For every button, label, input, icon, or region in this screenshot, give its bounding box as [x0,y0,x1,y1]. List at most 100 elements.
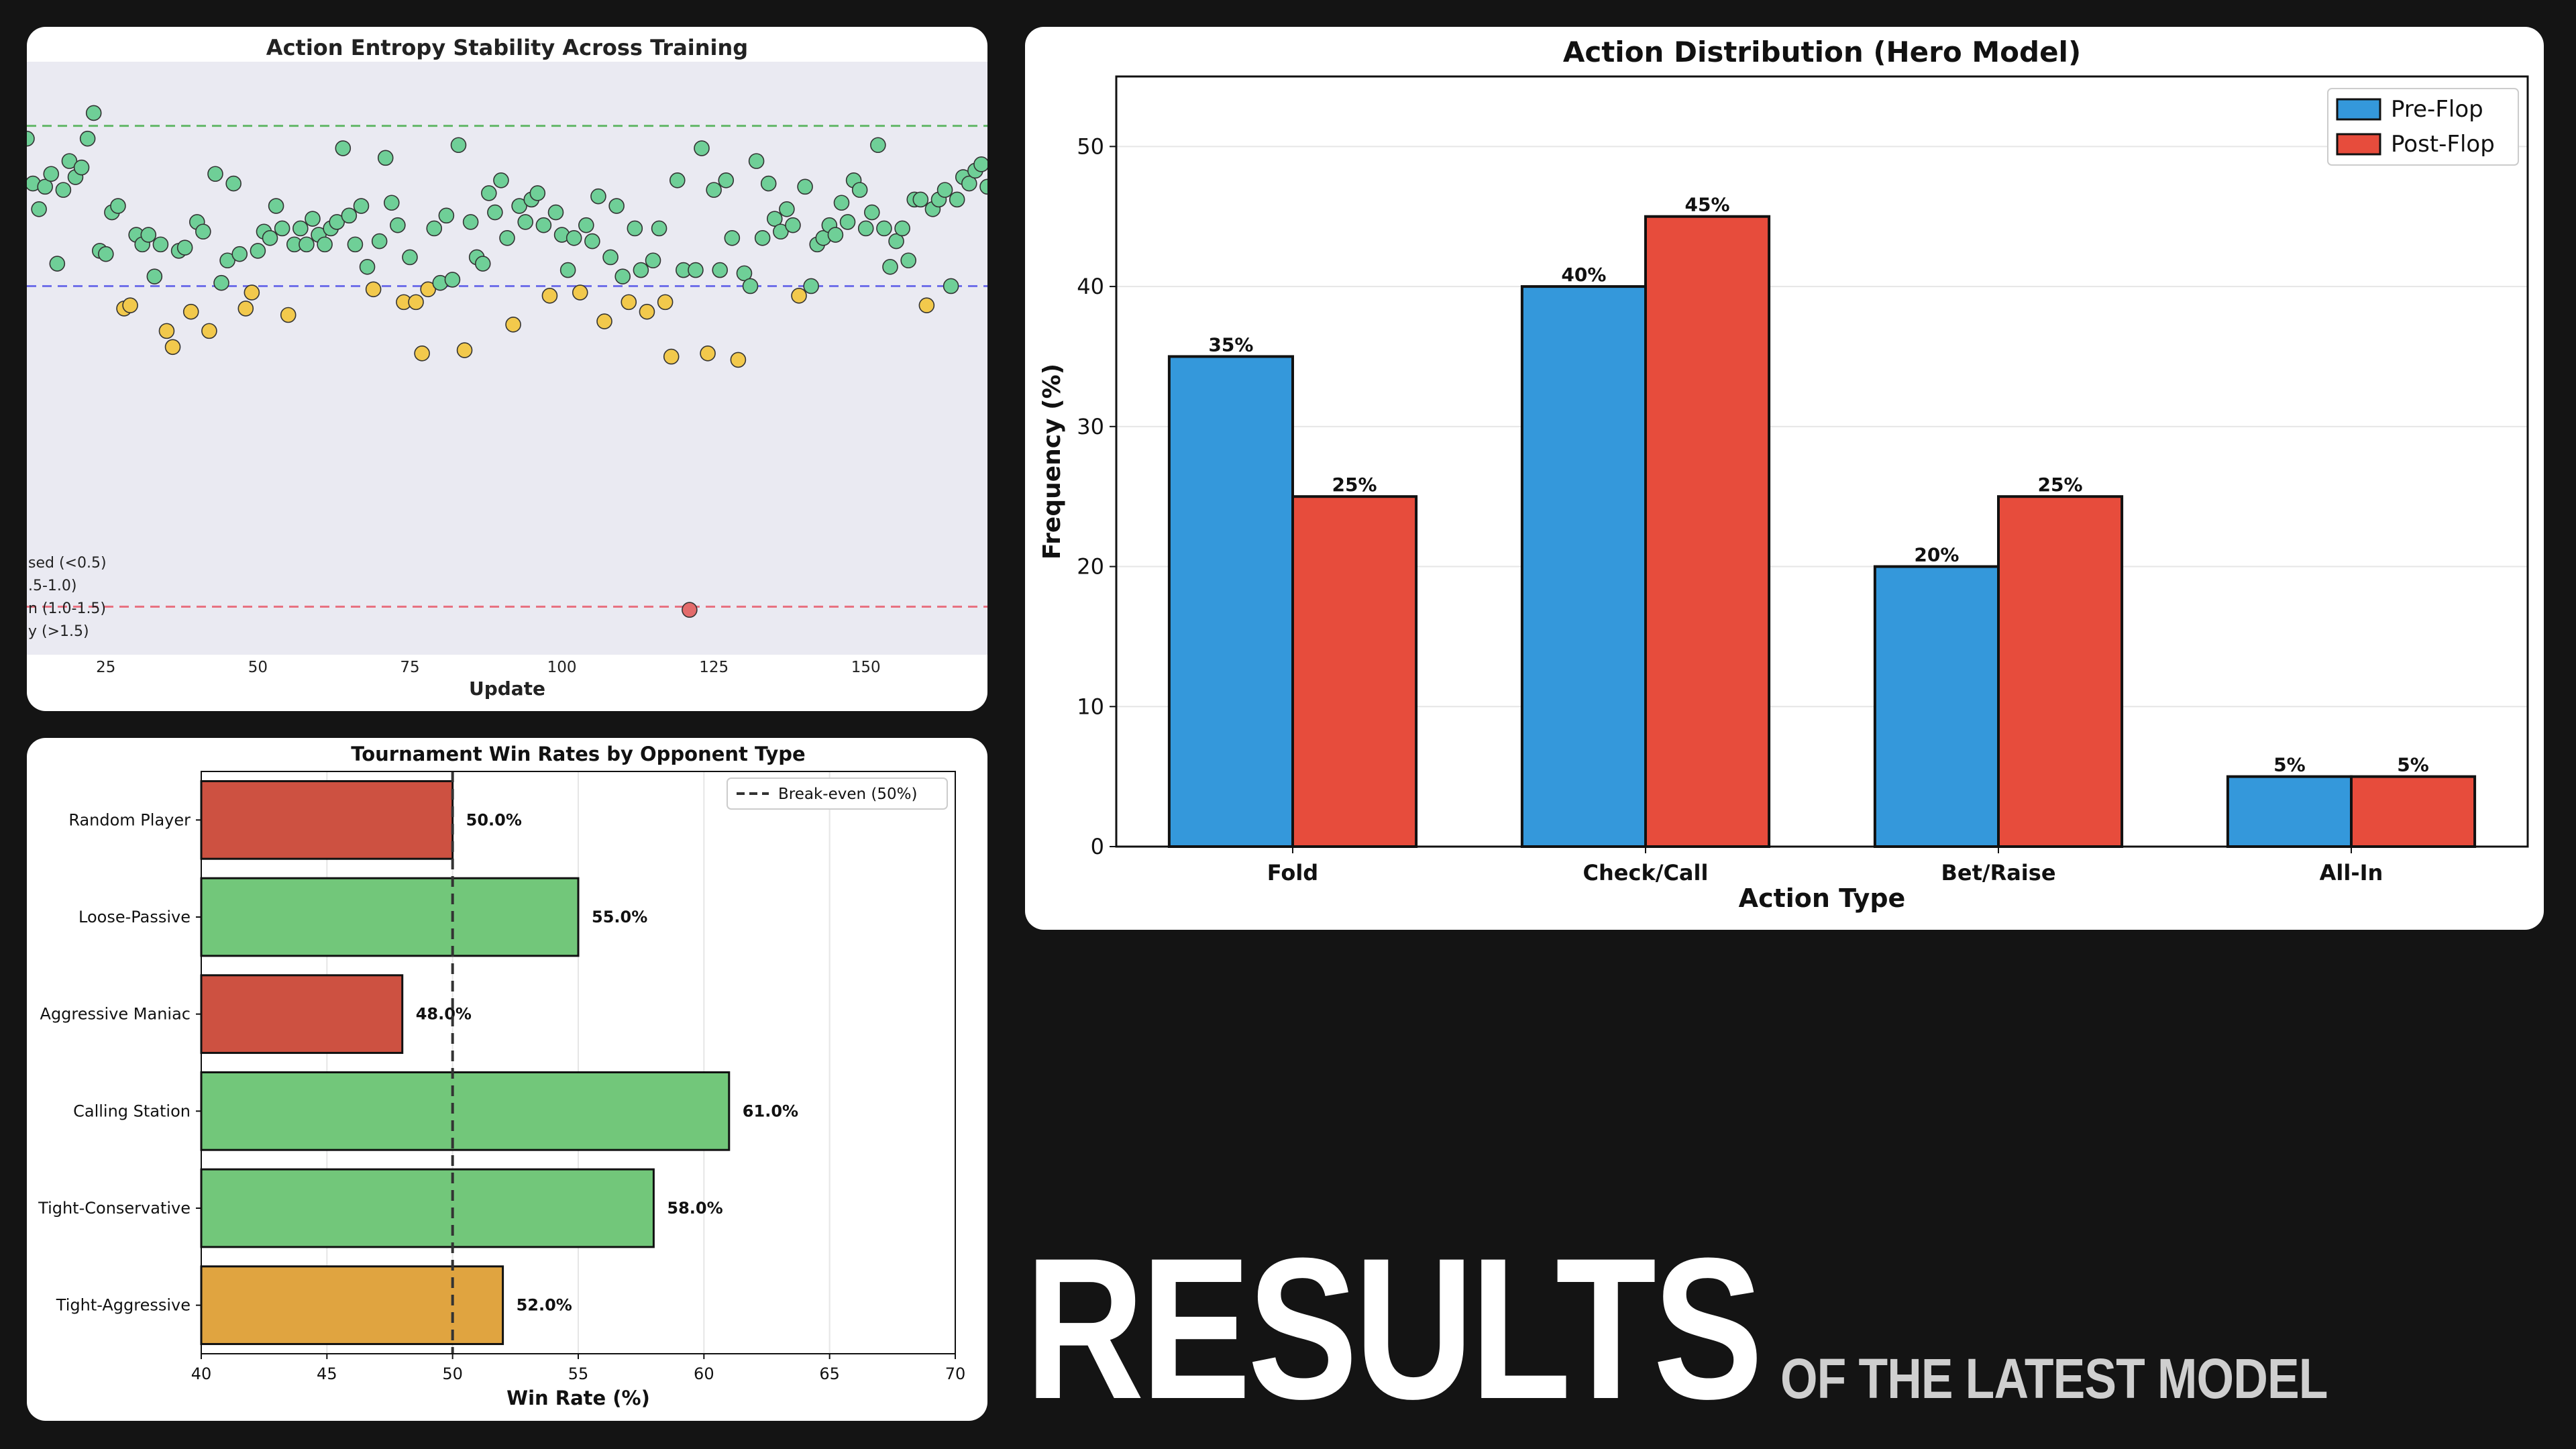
headline-title: RESULTS [1025,1216,1763,1441]
entropy-point [231,246,248,262]
entropy-point [250,243,266,259]
entropy-point [882,259,898,275]
entropy-point [657,294,674,311]
entropy-point [225,175,241,192]
entropy-legend-label: .5-1.0) [28,578,77,594]
entropy-point [353,198,370,214]
actions-bar-pre-flop [2226,775,2353,848]
winrate-bar [200,1071,731,1151]
actions-y-tick-label: 0 [1091,834,1104,859]
entropy-legend-label: n (1.0-1.5) [28,600,106,617]
actions-value-label: 5% [2397,754,2429,776]
actions-bar-post-flop [1644,215,1771,848]
entropy-point [706,182,722,198]
entropy-point [292,220,309,237]
entropy-point [61,153,78,169]
entropy-point [31,201,47,217]
entropy-point [779,201,795,217]
entropy-point [517,214,533,230]
entropy-point [317,236,333,253]
winrate-x-tick-label: 60 [694,1364,714,1383]
entropy-point [888,233,904,250]
entropy-point [712,262,729,278]
actions-bar-pre-flop [1873,565,2000,849]
entropy-point [505,317,521,333]
actions-category-label: Bet/Raise [1941,860,2055,885]
actions-legend-swatch [2336,98,2381,121]
entropy-point [614,268,631,284]
winrate-value-label: 48.0% [416,1005,472,1024]
entropy-point [195,223,211,240]
entropy-point [839,214,856,230]
entropy-x-axis-label: Update [469,678,545,700]
entropy-point [742,278,759,294]
entropy-point [833,195,850,211]
winrate-value-label: 61.0% [743,1102,798,1120]
entropy-point [207,166,223,182]
actions-bar-post-flop [1291,495,1418,848]
actions-value-label: 45% [1685,194,1730,216]
actions-y-tick-label: 40 [1077,274,1104,299]
entropy-point [912,191,929,208]
entropy-x-tick-label: 150 [851,659,881,676]
entropy-point [176,239,193,256]
entropy-point [608,198,625,214]
winrate-bar [200,1168,655,1248]
entropy-point [110,198,126,214]
entropy-point [444,272,461,288]
entropy-point [371,233,388,250]
actions-value-label: 40% [1561,264,1606,286]
entropy-point [633,262,649,278]
winrate-category-label: Calling Station [73,1102,191,1120]
entropy-point [596,313,612,329]
action-distribution-chart-card: Action Distribution (Hero Model) 0 10 20 30 4… [1025,27,2544,930]
entropy-point [274,220,290,237]
entropy-point [438,207,455,224]
entropy-point [566,230,582,246]
actions-chart-title: Action Distribution (Hero Model) [1563,36,2081,68]
entropy-point [335,140,352,156]
winrate-bar [200,780,454,860]
winrate-x-tick-label: 40 [191,1364,212,1383]
entropy-point [718,172,735,189]
entropy-point [152,236,169,253]
action-distribution-bar-chart: Action Distribution (Hero Model) 0 10 20 30 4… [1038,36,2529,913]
entropy-point [870,137,886,154]
actions-category-label: Check/Call [1583,860,1709,885]
entropy-point [420,281,436,298]
entropy-point [426,220,443,237]
entropy-point [645,252,661,269]
actions-x-axis-label: Action Type [1739,883,1906,913]
entropy-point [377,150,394,166]
entropy-point [493,172,509,189]
entropy-point [481,185,497,201]
entropy-point [511,198,527,214]
entropy-point [383,195,400,211]
entropy-point [754,230,771,246]
entropy-point [456,342,473,358]
winrate-legend-label: Break-even (50%) [778,786,917,803]
winrate-bar [200,1265,504,1346]
entropy-point [578,217,594,233]
entropy-legend-label: sed (<0.5) [28,555,107,572]
entropy-point [73,159,90,176]
entropy-x-tick-label: 25 [96,659,115,676]
winrate-category-label: Aggressive Maniac [40,1005,191,1024]
winrate-x-tick-label: 70 [945,1364,966,1383]
actions-value-label: 5% [2273,754,2306,776]
headline-subtitle: OF THE LATEST MODEL [1780,1347,2328,1410]
entropy-point [663,348,680,365]
winrate-x-tick-label: 65 [819,1364,840,1383]
winrate-x-axis-label: Win Rate (%) [506,1387,650,1409]
entropy-point [627,220,643,237]
entropy-point [27,130,35,147]
actions-value-label: 20% [1914,544,1959,566]
actions-bar-pre-flop [1520,285,1648,849]
entropy-point [414,345,430,362]
entropy-point [140,227,157,243]
entropy-point [359,259,376,275]
winrate-x-tick-label: 55 [568,1364,589,1383]
actions-y-axis-label: Frequency (%) [1038,364,1066,559]
actions-value-label: 25% [1332,474,1377,496]
entropy-point [237,301,254,317]
